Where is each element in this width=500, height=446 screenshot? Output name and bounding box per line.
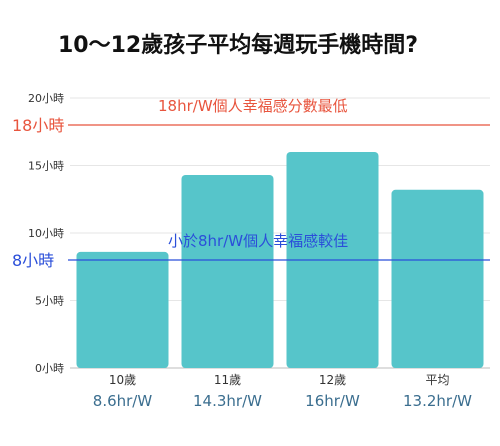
bar-value-label: 13.2hr/W (403, 392, 472, 410)
bar-value-label: 8.6hr/W (93, 392, 153, 410)
reference-line-label: 小於8hr/W個人幸福感較佳 (168, 232, 348, 250)
x-axis: 10歲 8.6hr/W 11歲 14.3hr/W 12歲 16hr/W 平均 13.2hr/W (93, 373, 472, 410)
x-tick-label: 10歲 (109, 373, 136, 387)
y-tick-label: 0小時 (35, 362, 64, 375)
reference-lines: 18小時 18hr/W個人幸福感分數最低 8小時 小於8hr/W個人幸福感較佳 (12, 97, 490, 270)
bar-value-label: 14.3hr/W (193, 392, 262, 410)
reference-axis-label: 8小時 (12, 251, 54, 270)
bar (391, 189, 484, 368)
y-tick-label: 15小時 (28, 160, 64, 173)
x-tick-label: 12歲 (319, 373, 346, 387)
reference-line-label: 18hr/W個人幸福感分數最低 (158, 97, 348, 115)
bar-value-label: 16hr/W (305, 392, 360, 410)
bar (76, 251, 169, 368)
x-tick-label: 平均 (425, 373, 449, 387)
y-tick-label: 10小時 (28, 227, 64, 240)
y-tick-label: 5小時 (35, 295, 64, 308)
x-tick-label: 11歲 (214, 373, 241, 387)
reference-axis-label: 18小時 (12, 116, 64, 135)
chart-title: 10～12歲孩子平均每週玩手機時間? (58, 32, 418, 58)
y-axis: 0小時 5小時 10小時 15小時 20小時 (28, 92, 64, 375)
y-tick-label: 20小時 (28, 92, 64, 105)
bar (181, 174, 274, 368)
